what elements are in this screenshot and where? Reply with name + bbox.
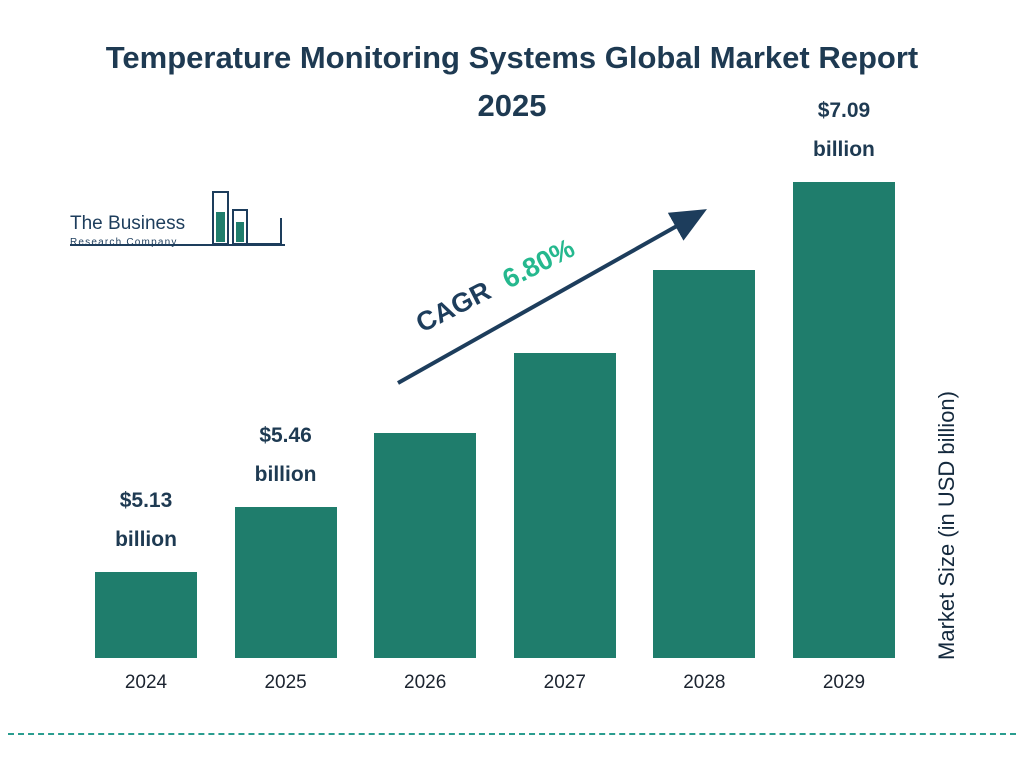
x-axis-tick-label: 2028 [683, 672, 726, 693]
logo-name: The Business [70, 213, 186, 234]
logo-underline [70, 244, 285, 246]
bar-value-label: $5.13 billion [115, 489, 177, 552]
bar-column: 2026 [374, 182, 477, 693]
x-axis-tick-label: 2025 [264, 672, 307, 693]
bar [792, 182, 895, 658]
y-axis-label: Market Size (in USD billion) [934, 391, 959, 660]
bar [234, 507, 337, 658]
bar-value-label: $7.09 billion [813, 99, 875, 162]
logo-bars-icon [212, 191, 283, 245]
company-logo: The Business Research Company [70, 188, 285, 254]
cagr-trend-line [397, 209, 707, 385]
bar-column: 2027 [513, 182, 616, 693]
bar [653, 270, 756, 658]
page-title: Temperature Monitoring Systems Global Ma… [105, 40, 919, 124]
x-axis-tick-label: 2026 [404, 672, 447, 693]
x-axis-tick-label: 2029 [822, 672, 866, 693]
x-axis-tick-label: 2024 [124, 672, 168, 693]
x-axis-tick-label: 2027 [543, 672, 586, 693]
bar [374, 433, 477, 658]
bar-column: $5.13 billion 2024 [95, 182, 197, 693]
bar-chart: $5.13 billion 2024 $5.46 billion 2025 2026 2027… [95, 99, 895, 693]
bar [513, 353, 616, 658]
logo-text: The Business Research Company [70, 213, 185, 254]
bar-column: $7.09 billion 2029 [792, 99, 895, 693]
logo-subname: Research Company [70, 237, 178, 248]
bar [95, 572, 197, 658]
cagr-arrow: CAGR 6.80% [397, 209, 707, 385]
bar-value-label: $5.46 billion [254, 424, 317, 487]
cagr-label: CAGR 6.80% [411, 233, 579, 339]
bottom-dashed-line [8, 733, 1016, 735]
bar-column: $5.46 billion 2025 [234, 182, 337, 693]
bar-column: 2028 [653, 182, 756, 693]
